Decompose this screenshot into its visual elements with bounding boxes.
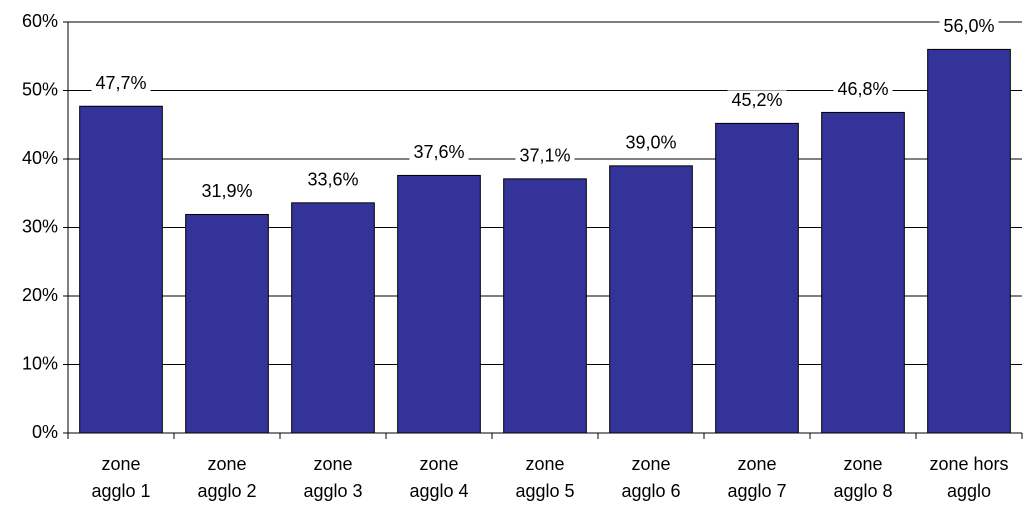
y-tick-label: 60% [22,11,58,31]
value-label-bg [939,16,999,39]
y-tick-label: 30% [22,216,58,236]
value-label: 56,0% [943,16,994,36]
x-tick-label: agglo 7 [727,481,786,501]
value-label: 37,6% [413,142,464,162]
value-label-bg [621,132,681,155]
bar [291,202,375,434]
value-label-bg [197,181,257,204]
x-tick-label: agglo 8 [833,481,892,501]
value-label: 31,9% [201,181,252,201]
y-tick-label: 0% [32,422,58,442]
x-tick-label: agglo 4 [409,481,468,501]
x-tick-label: agglo 6 [621,481,680,501]
x-tick-label: zone hors [929,454,1008,474]
bar [821,111,905,434]
y-tick-label: 10% [22,353,58,373]
value-label-bg [727,90,787,113]
x-tick-label: zone [737,454,776,474]
bar [79,105,163,434]
bar [503,178,587,434]
x-tick-label: agglo 1 [91,481,150,501]
value-label-bg [409,142,469,165]
value-label: 46,8% [837,79,888,99]
x-tick-label: agglo 2 [197,481,256,501]
x-tick-label: agglo 3 [303,481,362,501]
x-tick-label: zone [525,454,564,474]
y-tick-label: 20% [22,285,58,305]
bar [609,165,693,434]
value-label: 47,7% [95,73,146,93]
value-label-bg [515,145,575,168]
x-tick-label: zone [419,454,458,474]
value-label-bg [833,79,893,102]
value-label: 37,1% [519,146,570,166]
value-label-bg [303,169,363,192]
bar [397,174,481,434]
x-tick-label: zone [207,454,246,474]
value-label-bg [91,73,151,96]
bar [715,122,799,434]
x-tick-label: zone [313,454,352,474]
x-tick-label: zone [631,454,670,474]
x-tick-label: agglo [947,481,991,501]
x-tick-label: zone [101,454,140,474]
x-tick-label: agglo 5 [515,481,574,501]
bar [185,213,269,434]
y-tick-label: 40% [22,148,58,168]
value-label: 45,2% [731,90,782,110]
value-label: 39,0% [625,133,676,153]
x-tick-label: zone [843,454,882,474]
value-label: 33,6% [307,170,358,190]
y-tick-label: 50% [22,79,58,99]
bar [927,48,1011,434]
